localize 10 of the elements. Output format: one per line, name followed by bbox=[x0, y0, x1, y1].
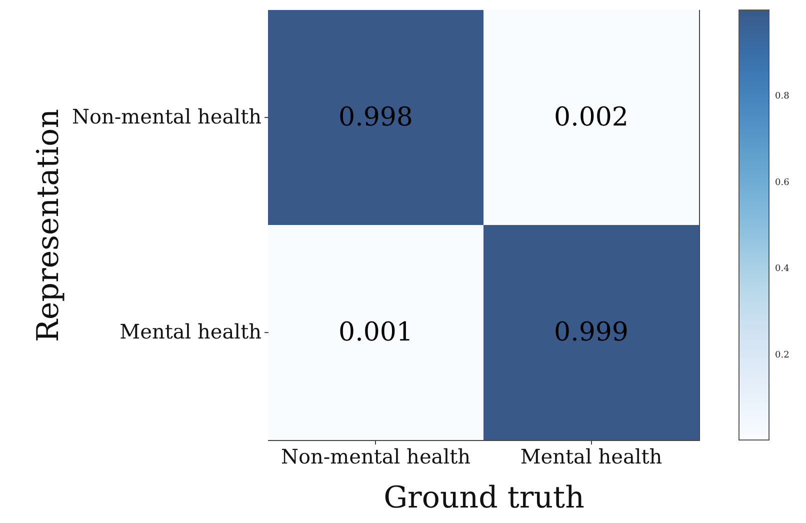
color-bar-label: 0.2 bbox=[775, 350, 790, 360]
color-bar-label: 0.6 bbox=[775, 178, 790, 188]
data-label: 0.999 bbox=[554, 318, 628, 348]
x-axis-title: Ground truth bbox=[384, 480, 584, 516]
y-axis-title: Representation bbox=[30, 108, 66, 342]
data-label: 0.002 bbox=[554, 102, 628, 132]
data-label: 0.998 bbox=[338, 102, 413, 132]
color-bar-label: 0.4 bbox=[775, 264, 790, 274]
data-label: 0.001 bbox=[338, 318, 413, 348]
color-bar-label: 0.8 bbox=[775, 92, 790, 102]
